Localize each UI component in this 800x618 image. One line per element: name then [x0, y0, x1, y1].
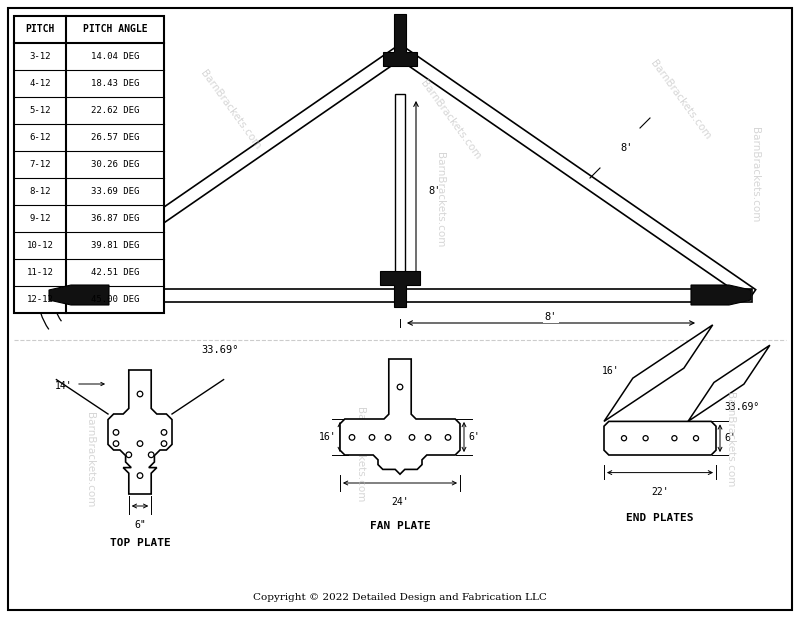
Text: 8': 8': [620, 143, 633, 153]
Text: TOP PLATE: TOP PLATE: [110, 538, 170, 548]
Text: 8': 8': [545, 312, 558, 322]
Text: 8': 8': [428, 186, 441, 197]
Polygon shape: [340, 359, 460, 474]
Text: 7-12: 7-12: [30, 160, 50, 169]
Text: FAN PLATE: FAN PLATE: [370, 521, 430, 531]
Text: BarnBrackets.com: BarnBrackets.com: [198, 69, 262, 151]
Text: Copyright © 2022 Detailed Design and Fabrication LLC: Copyright © 2022 Detailed Design and Fab…: [253, 593, 547, 603]
Text: 10-12: 10-12: [26, 241, 54, 250]
Text: 33.69°: 33.69°: [202, 345, 238, 355]
Polygon shape: [396, 46, 756, 300]
Text: 24': 24': [391, 497, 409, 507]
Text: BarnBrackets.com: BarnBrackets.com: [355, 407, 365, 502]
Text: 5-12: 5-12: [30, 106, 50, 115]
Text: 26.57 DEG: 26.57 DEG: [91, 133, 139, 142]
Text: 9-12: 9-12: [30, 214, 50, 223]
Text: 3-12: 3-12: [30, 52, 50, 61]
Bar: [395, 94, 405, 289]
Text: BarnBrackets.com: BarnBrackets.com: [725, 392, 735, 488]
Text: 33.69 DEG: 33.69 DEG: [91, 187, 139, 196]
Text: 8-12: 8-12: [30, 187, 50, 196]
Text: 6-12: 6-12: [30, 133, 50, 142]
Text: 42.51 DEG: 42.51 DEG: [91, 268, 139, 277]
Text: 30.26 DEG: 30.26 DEG: [91, 160, 139, 169]
Text: 33.69°: 33.69°: [724, 402, 759, 412]
Polygon shape: [383, 14, 417, 66]
Polygon shape: [604, 325, 713, 421]
Text: 14.04 DEG: 14.04 DEG: [91, 52, 139, 61]
Bar: [48, 289, 752, 302]
Text: 36.87 DEG: 36.87 DEG: [91, 214, 139, 223]
Polygon shape: [380, 271, 420, 307]
Polygon shape: [691, 285, 751, 305]
Text: 6': 6': [724, 433, 736, 443]
Text: BarnBrackets.com: BarnBrackets.com: [55, 152, 65, 248]
Polygon shape: [604, 421, 716, 455]
Text: BarnBrackets.com: BarnBrackets.com: [418, 78, 482, 161]
Text: 4-12: 4-12: [30, 79, 50, 88]
Text: 6': 6': [468, 433, 480, 442]
Text: 22': 22': [651, 486, 669, 497]
Text: 16': 16': [318, 433, 336, 442]
Text: 45.00 DEG: 45.00 DEG: [91, 295, 139, 304]
Text: 22.62 DEG: 22.62 DEG: [91, 106, 139, 115]
Text: PITCH: PITCH: [26, 25, 54, 35]
Text: 11-12: 11-12: [26, 268, 54, 277]
Polygon shape: [688, 345, 770, 421]
Bar: [14, 16, 164, 313]
Polygon shape: [108, 370, 172, 494]
Polygon shape: [44, 46, 404, 300]
Text: BarnBrackets.com: BarnBrackets.com: [85, 412, 95, 508]
Text: BarnBrackets.com: BarnBrackets.com: [648, 59, 712, 142]
Text: PITCH ANGLE: PITCH ANGLE: [82, 25, 147, 35]
Text: 18.43 DEG: 18.43 DEG: [91, 79, 139, 88]
Text: 14': 14': [54, 381, 72, 391]
Text: 16': 16': [602, 366, 619, 376]
Text: END PLATES: END PLATES: [626, 513, 694, 523]
Text: 6": 6": [134, 520, 146, 530]
Text: BarnBrackets.com: BarnBrackets.com: [435, 152, 445, 248]
Text: 12-12: 12-12: [26, 295, 54, 304]
Text: BarnBrackets.com: BarnBrackets.com: [750, 127, 760, 222]
Text: 39.81 DEG: 39.81 DEG: [91, 241, 139, 250]
Polygon shape: [49, 285, 109, 305]
